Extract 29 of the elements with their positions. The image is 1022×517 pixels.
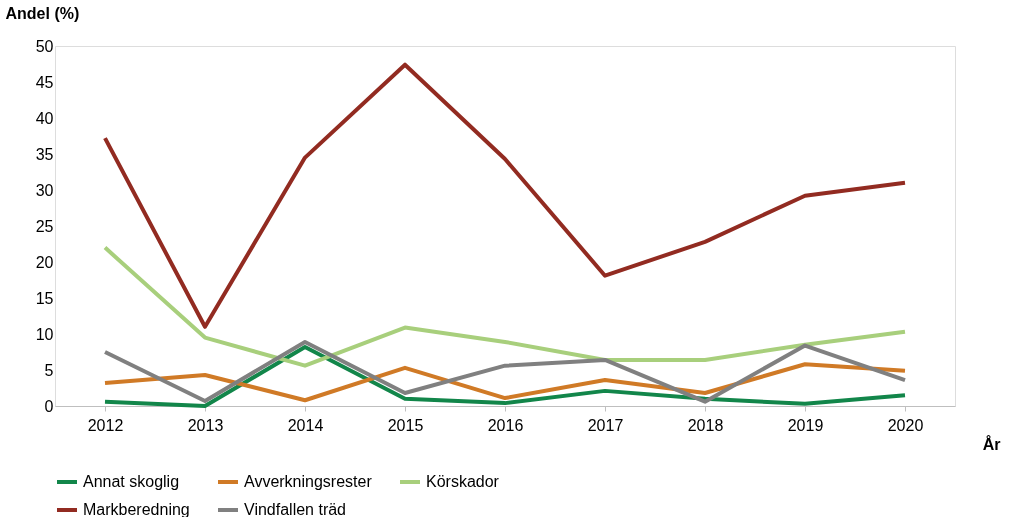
x-axis-title: År [982,434,1001,453]
y-tick-label: 25 [35,217,54,235]
x-tick-label: 2020 [887,416,924,434]
y-tick-label: 10 [35,325,54,343]
y-tick-label: 35 [35,145,54,163]
legend-label: Avverkningsrester [244,473,373,490]
x-tick-label: 2019 [787,416,824,434]
y-tick-label: 30 [35,181,54,199]
line-series [103,245,907,368]
line-series [103,62,907,329]
legend-label: Annat skoglig [83,473,180,490]
x-tick-label: 2017 [587,416,624,434]
x-tick-label: 2014 [287,416,324,434]
legend-label: Körskador [426,473,500,490]
y-axis-title: Andel (%) [5,4,80,22]
x-tick-label: 2018 [687,416,724,434]
x-tick-label: 2015 [387,416,424,434]
y-tick-label: 15 [35,289,54,307]
x-tick-label: 2016 [487,416,524,434]
y-tick-label: 50 [35,37,54,55]
y-tick-label: 40 [35,109,54,127]
legend-label: Vindfallen träd [244,501,346,517]
x-tick-label: 2012 [87,416,124,434]
y-tick-label: 5 [44,361,54,379]
line-series [103,362,907,403]
y-tick-label: 20 [35,253,54,271]
x-tick-label: 2013 [187,416,224,434]
y-tick-label: 0 [44,397,54,415]
y-tick-label: 45 [35,73,54,91]
